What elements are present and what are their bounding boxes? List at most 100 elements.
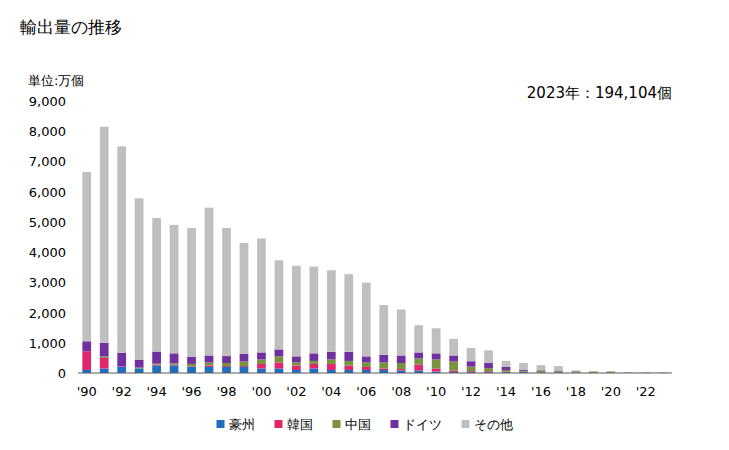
bar-segment: [572, 371, 581, 372]
x-tick-label: '10: [426, 384, 446, 399]
bar-segment: [519, 363, 528, 370]
bar-segment: [327, 352, 336, 360]
bar-segment: [379, 368, 388, 370]
bar-segment: [414, 365, 423, 371]
bar-segment: [309, 353, 318, 361]
x-tick-label: '16: [531, 384, 551, 399]
bar-segment: [240, 243, 249, 354]
title: 輸出量の推移: [20, 17, 122, 37]
bar-segment: [82, 351, 91, 370]
bar-segment: [117, 353, 126, 367]
bar-segment: [205, 208, 214, 356]
x-tick-label: '92: [112, 384, 132, 399]
y-tick: [74, 252, 78, 253]
bar-segment: [275, 368, 284, 373]
bar-segment: [240, 362, 249, 367]
bar-segment: [606, 371, 615, 372]
bar-segment: [187, 367, 196, 373]
legend-label: その他: [474, 417, 513, 432]
bar-segment: [117, 367, 126, 373]
legend-label: 中国: [345, 417, 371, 432]
bar-segment: [484, 363, 493, 368]
bar-segment: [275, 356, 284, 362]
y-tick-label: 9,000: [29, 94, 66, 109]
bar-segment: [100, 358, 109, 369]
bar-segment: [292, 365, 301, 370]
bar-segment: [327, 364, 336, 370]
bar-segment: [344, 361, 353, 366]
bar-segment: [257, 368, 266, 373]
y-tick-label: 1,000: [29, 336, 66, 351]
bar-segment: [397, 369, 406, 371]
bar-segment: [222, 363, 231, 366]
bar-segment: [222, 367, 231, 373]
y-tick: [74, 191, 78, 192]
y-tick-label: 6,000: [29, 185, 66, 200]
bar-segment: [449, 362, 458, 371]
bar-segment: [449, 339, 458, 356]
bar-segment: [362, 362, 371, 367]
legend-label: ドイツ: [403, 417, 442, 432]
y-tick: [74, 101, 78, 102]
bar-segment: [135, 360, 144, 368]
bar-segment: [257, 364, 266, 369]
bar-segment: [240, 367, 249, 373]
x-tick-label: '98: [216, 384, 236, 399]
bar-segment: [275, 349, 284, 356]
x-tick-label: '12: [461, 384, 481, 399]
bar-segment: [502, 361, 511, 367]
bars: [82, 127, 667, 373]
x-tick-label: '08: [391, 384, 411, 399]
bar-segment: [205, 355, 214, 362]
bar-segment: [502, 370, 511, 372]
bar-segment: [100, 368, 109, 373]
annotation: 2023年：194,104個: [527, 84, 672, 102]
bar-segment: [205, 365, 214, 367]
bar-segment: [187, 228, 196, 357]
bar-segment: [152, 364, 161, 366]
legend: 豪州韓国中国ドイツその他: [217, 417, 513, 432]
bar-segment: [309, 368, 318, 373]
bar-segment: [432, 368, 441, 371]
bar-segment: [397, 355, 406, 363]
bar-segment: [309, 361, 318, 364]
y-tick: [74, 342, 78, 343]
bar-segment: [222, 228, 231, 356]
bar-segment: [414, 352, 423, 358]
bar-segment: [379, 305, 388, 355]
bar-segment: [170, 353, 179, 363]
bar-segment: [187, 357, 196, 364]
bar-segment: [152, 218, 161, 352]
bar-segment: [379, 355, 388, 363]
bar-segment: [100, 356, 109, 358]
legend-label: 豪州: [229, 417, 255, 432]
chart: 輸出量の推移単位:万個2023年：194,104個01,0002,0003,00…: [0, 0, 729, 450]
bar-segment: [432, 353, 441, 359]
x-tick-label: '20: [601, 384, 621, 399]
bar-segment: [379, 362, 388, 368]
bar-segment: [606, 371, 615, 372]
x-tick-label: '04: [321, 384, 341, 399]
unit-label: 単位:万個: [28, 73, 84, 88]
legend-swatch: [462, 420, 470, 428]
bar-segment: [152, 352, 161, 364]
x-tick-label: '96: [181, 384, 201, 399]
bar-segment: [257, 352, 266, 359]
bar-segment: [275, 260, 284, 349]
bar-segment: [432, 328, 441, 353]
x-tick-label: '18: [566, 384, 586, 399]
y-tick: [74, 312, 78, 313]
bar-segment: [117, 146, 126, 352]
legend-swatch: [333, 420, 341, 428]
bar-segment: [589, 370, 598, 372]
bar-segment: [100, 343, 109, 357]
bar-segment: [344, 365, 353, 370]
x-tick-label: '94: [147, 384, 167, 399]
x-tick-label: '14: [496, 384, 516, 399]
bar-segment: [484, 350, 493, 363]
x-axis: [78, 373, 672, 374]
y-tick-label: 5,000: [29, 215, 66, 230]
bar-segment: [327, 359, 336, 364]
bar-segment: [309, 267, 318, 354]
y-tick-label: 0: [58, 366, 66, 381]
